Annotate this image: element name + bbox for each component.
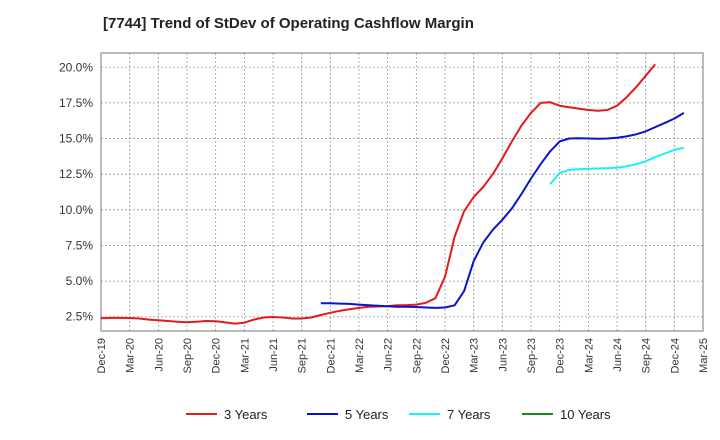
x-tick-label: Dec-22 — [440, 338, 452, 373]
x-tick-label: Jun-22 — [383, 338, 395, 372]
x-tick-label: Jun-20 — [153, 338, 165, 372]
x-tick-label: Jun-21 — [268, 338, 280, 372]
x-tick-label: Dec-19 — [96, 338, 108, 373]
x-tick-label: Mar-24 — [583, 338, 595, 373]
y-tick-label: 20.0% — [59, 60, 93, 74]
y-tick-label: 17.5% — [59, 96, 93, 110]
chart-title: [7744] Trend of StDev of Operating Cashf… — [103, 15, 474, 32]
x-tick-label: Mar-22 — [354, 338, 366, 373]
legend-label-10-years: 10 Years — [560, 407, 611, 422]
x-tick-label: Jun-23 — [497, 338, 509, 372]
x-tick-label: Sep-22 — [411, 338, 423, 373]
legend: 3 Years 5 Years 7 Years 10 Years — [186, 407, 611, 422]
x-tick-label: Mar-23 — [469, 338, 481, 373]
y-tick-label: 7.5% — [66, 238, 94, 252]
y-tick-label: 12.5% — [59, 167, 93, 181]
legend-label-7-years: 7 Years — [447, 407, 491, 422]
x-tick-label: Sep-23 — [526, 338, 538, 373]
x-tick-label: Dec-23 — [555, 338, 567, 373]
x-tick-label: Dec-20 — [211, 338, 223, 373]
y-tick-label: 10.0% — [59, 203, 93, 217]
x-tick-label: Sep-20 — [182, 338, 194, 373]
grid — [100, 53, 704, 331]
x-tick-label: Mar-20 — [125, 338, 137, 373]
x-tick-label: Dec-24 — [669, 338, 681, 373]
x-tick-label: Sep-21 — [297, 338, 309, 373]
plot-border — [100, 52, 704, 332]
series-lines — [100, 63, 685, 325]
x-tick-labels: Dec-19 Mar-20 Jun-20 Sep-20 Dec-20 Mar-21 Jun-… — [96, 338, 710, 373]
y-tick-labels: 2.5% 5.0% 7.5% 10.0% 12.5% 15.0% 17.5% 20.0% — [59, 60, 93, 323]
x-tick-label: Sep-24 — [641, 338, 653, 373]
x-tick-label: Jun-24 — [612, 338, 624, 372]
y-tick-label: 2.5% — [66, 310, 94, 324]
y-tick-label: 5.0% — [66, 274, 94, 288]
series-line-5-years — [320, 112, 685, 309]
x-tick-label: Mar-21 — [239, 338, 251, 373]
x-tick-label: Mar-25 — [698, 338, 710, 373]
y-tick-label: 15.0% — [59, 132, 93, 146]
series-line-7-years — [549, 146, 685, 185]
x-tick-label: Dec-21 — [325, 338, 337, 373]
legend-label-3-years: 3 Years — [224, 407, 268, 422]
plot-frame — [100, 52, 704, 332]
legend-label-5-years: 5 Years — [345, 407, 389, 422]
